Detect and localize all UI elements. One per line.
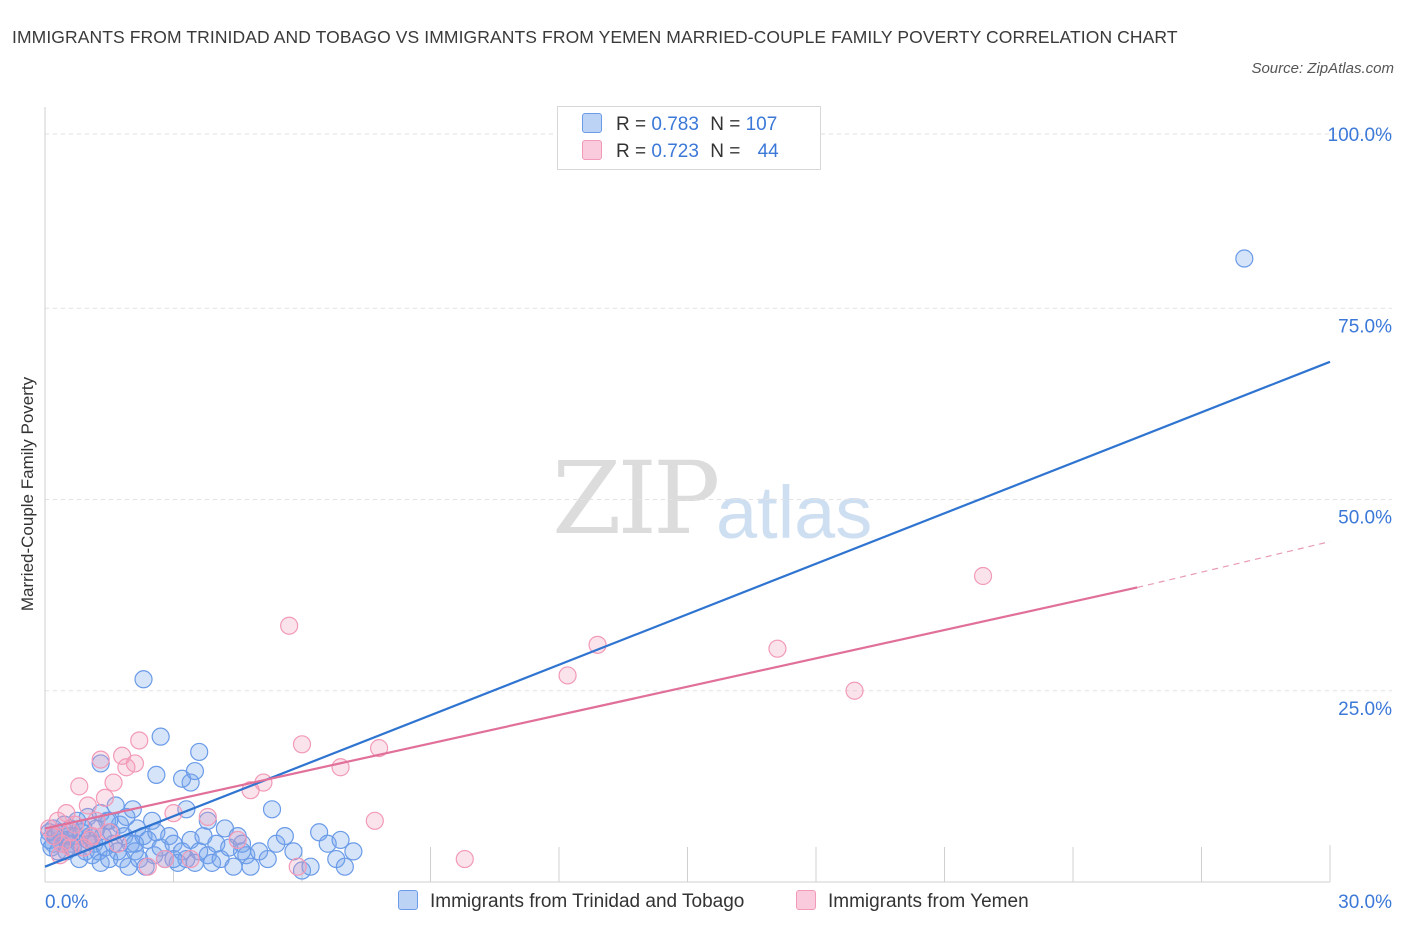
data-point-yemen	[125, 754, 145, 773]
data-point-yemen	[117, 758, 136, 777]
legend-item-yemen[interactable]: Immigrants from Yemen	[796, 890, 1029, 913]
legend-r-label: R =	[616, 141, 647, 162]
data-point-trinidad	[258, 849, 277, 869]
legend-n-value: 107	[745, 114, 778, 135]
data-point-trinidad	[125, 834, 145, 853]
data-point-yemen	[104, 773, 123, 792]
y-tick-label: 25.0%	[1338, 699, 1392, 720]
y-axis-label: Married-Couple Family Poverty	[18, 376, 37, 612]
data-point-yemen	[130, 731, 149, 750]
legend-item-trinidad[interactable]: Immigrants from Trinidad and Tobago	[398, 890, 744, 913]
data-point-trinidad	[331, 830, 350, 850]
data-point-yemen	[78, 796, 97, 815]
y-tick-label: 50.0%	[1338, 508, 1392, 529]
data-point-trinidad	[202, 853, 222, 872]
data-point-yemen	[181, 849, 200, 869]
data-point-yemen	[228, 830, 247, 850]
legend-n-value: 44	[757, 141, 779, 162]
data-point-trinidad	[91, 754, 110, 773]
series-legend: Immigrants from Trinidad and Tobago Immi…	[0, 890, 1406, 916]
data-point-yemen	[91, 750, 110, 769]
data-point-yemen	[138, 857, 157, 876]
watermark-zip: ZIP	[552, 440, 720, 557]
legend-row-trinidad: R = 0.783 N = 107	[582, 113, 777, 139]
data-point-yemen	[288, 857, 307, 876]
x-tick-label: 30.0%	[1338, 892, 1392, 913]
data-point-trinidad	[151, 727, 170, 746]
data-point-trinidad	[1235, 249, 1254, 268]
source-label: Source: ZipAtlas.com	[1251, 60, 1394, 77]
legend-r-value: 0.783	[651, 114, 699, 135]
legend-swatch-blue	[582, 113, 602, 133]
data-point-trinidad	[335, 857, 354, 876]
data-point-trinidad	[241, 857, 260, 876]
data-point-yemen	[365, 811, 384, 830]
data-point-trinidad	[198, 811, 217, 830]
legend-swatch-pink	[796, 890, 816, 910]
data-point-yemen	[455, 849, 474, 869]
data-point-yemen	[95, 788, 115, 807]
data-point-yemen	[845, 681, 864, 700]
data-point-trinidad	[134, 670, 153, 689]
data-point-trinidad	[301, 857, 320, 876]
legend-r-value: 0.723	[651, 141, 699, 162]
data-point-trinidad	[185, 761, 205, 781]
data-point-yemen	[65, 815, 85, 834]
data-point-trinidad	[147, 765, 166, 785]
legend-label-yemen: Immigrants from Yemen	[828, 891, 1029, 912]
data-point-trinidad	[190, 742, 209, 762]
x-tick-label: 0.0%	[45, 892, 88, 913]
legend-n-label: N =	[710, 141, 741, 162]
legend-swatch-pink	[582, 140, 602, 160]
trend-line-trinidad	[44, 360, 1331, 868]
data-point-yemen	[292, 735, 312, 754]
data-point-yemen	[280, 616, 299, 635]
legend-label-trinidad: Immigrants from Trinidad and Tobago	[430, 891, 745, 912]
data-point-yemen	[155, 849, 175, 869]
data-point-trinidad	[344, 842, 363, 861]
y-tick-label: 100.0%	[1328, 125, 1393, 146]
correlation-legend: R = 0.783 N = 107 R = 0.723 N = 44	[557, 106, 821, 170]
y-tick-label: 75.0%	[1338, 316, 1392, 337]
data-point-yemen	[83, 826, 102, 846]
data-point-trinidad	[181, 773, 200, 792]
data-point-yemen	[768, 639, 787, 658]
data-point-trinidad	[284, 842, 303, 861]
data-point-trinidad	[275, 826, 294, 846]
legend-n-label: N =	[710, 114, 741, 135]
data-point-yemen	[973, 566, 993, 586]
data-point-yemen	[558, 666, 577, 685]
watermark-atlas: atlas	[716, 471, 873, 554]
data-point-yemen	[198, 807, 217, 827]
legend-row-yemen: R = 0.723 N = 44	[582, 140, 779, 166]
data-point-trinidad	[262, 800, 282, 819]
legend-r-label: R =	[616, 114, 647, 135]
trend-line-yemen-extension	[1137, 540, 1331, 589]
chart-title: IMMIGRANTS FROM TRINIDAD AND TOBAGO VS I…	[12, 27, 1178, 47]
legend-swatch-blue	[398, 890, 418, 910]
trend-line-yemen	[44, 586, 1138, 830]
data-point-yemen	[370, 739, 389, 758]
data-point-yemen	[70, 777, 89, 796]
